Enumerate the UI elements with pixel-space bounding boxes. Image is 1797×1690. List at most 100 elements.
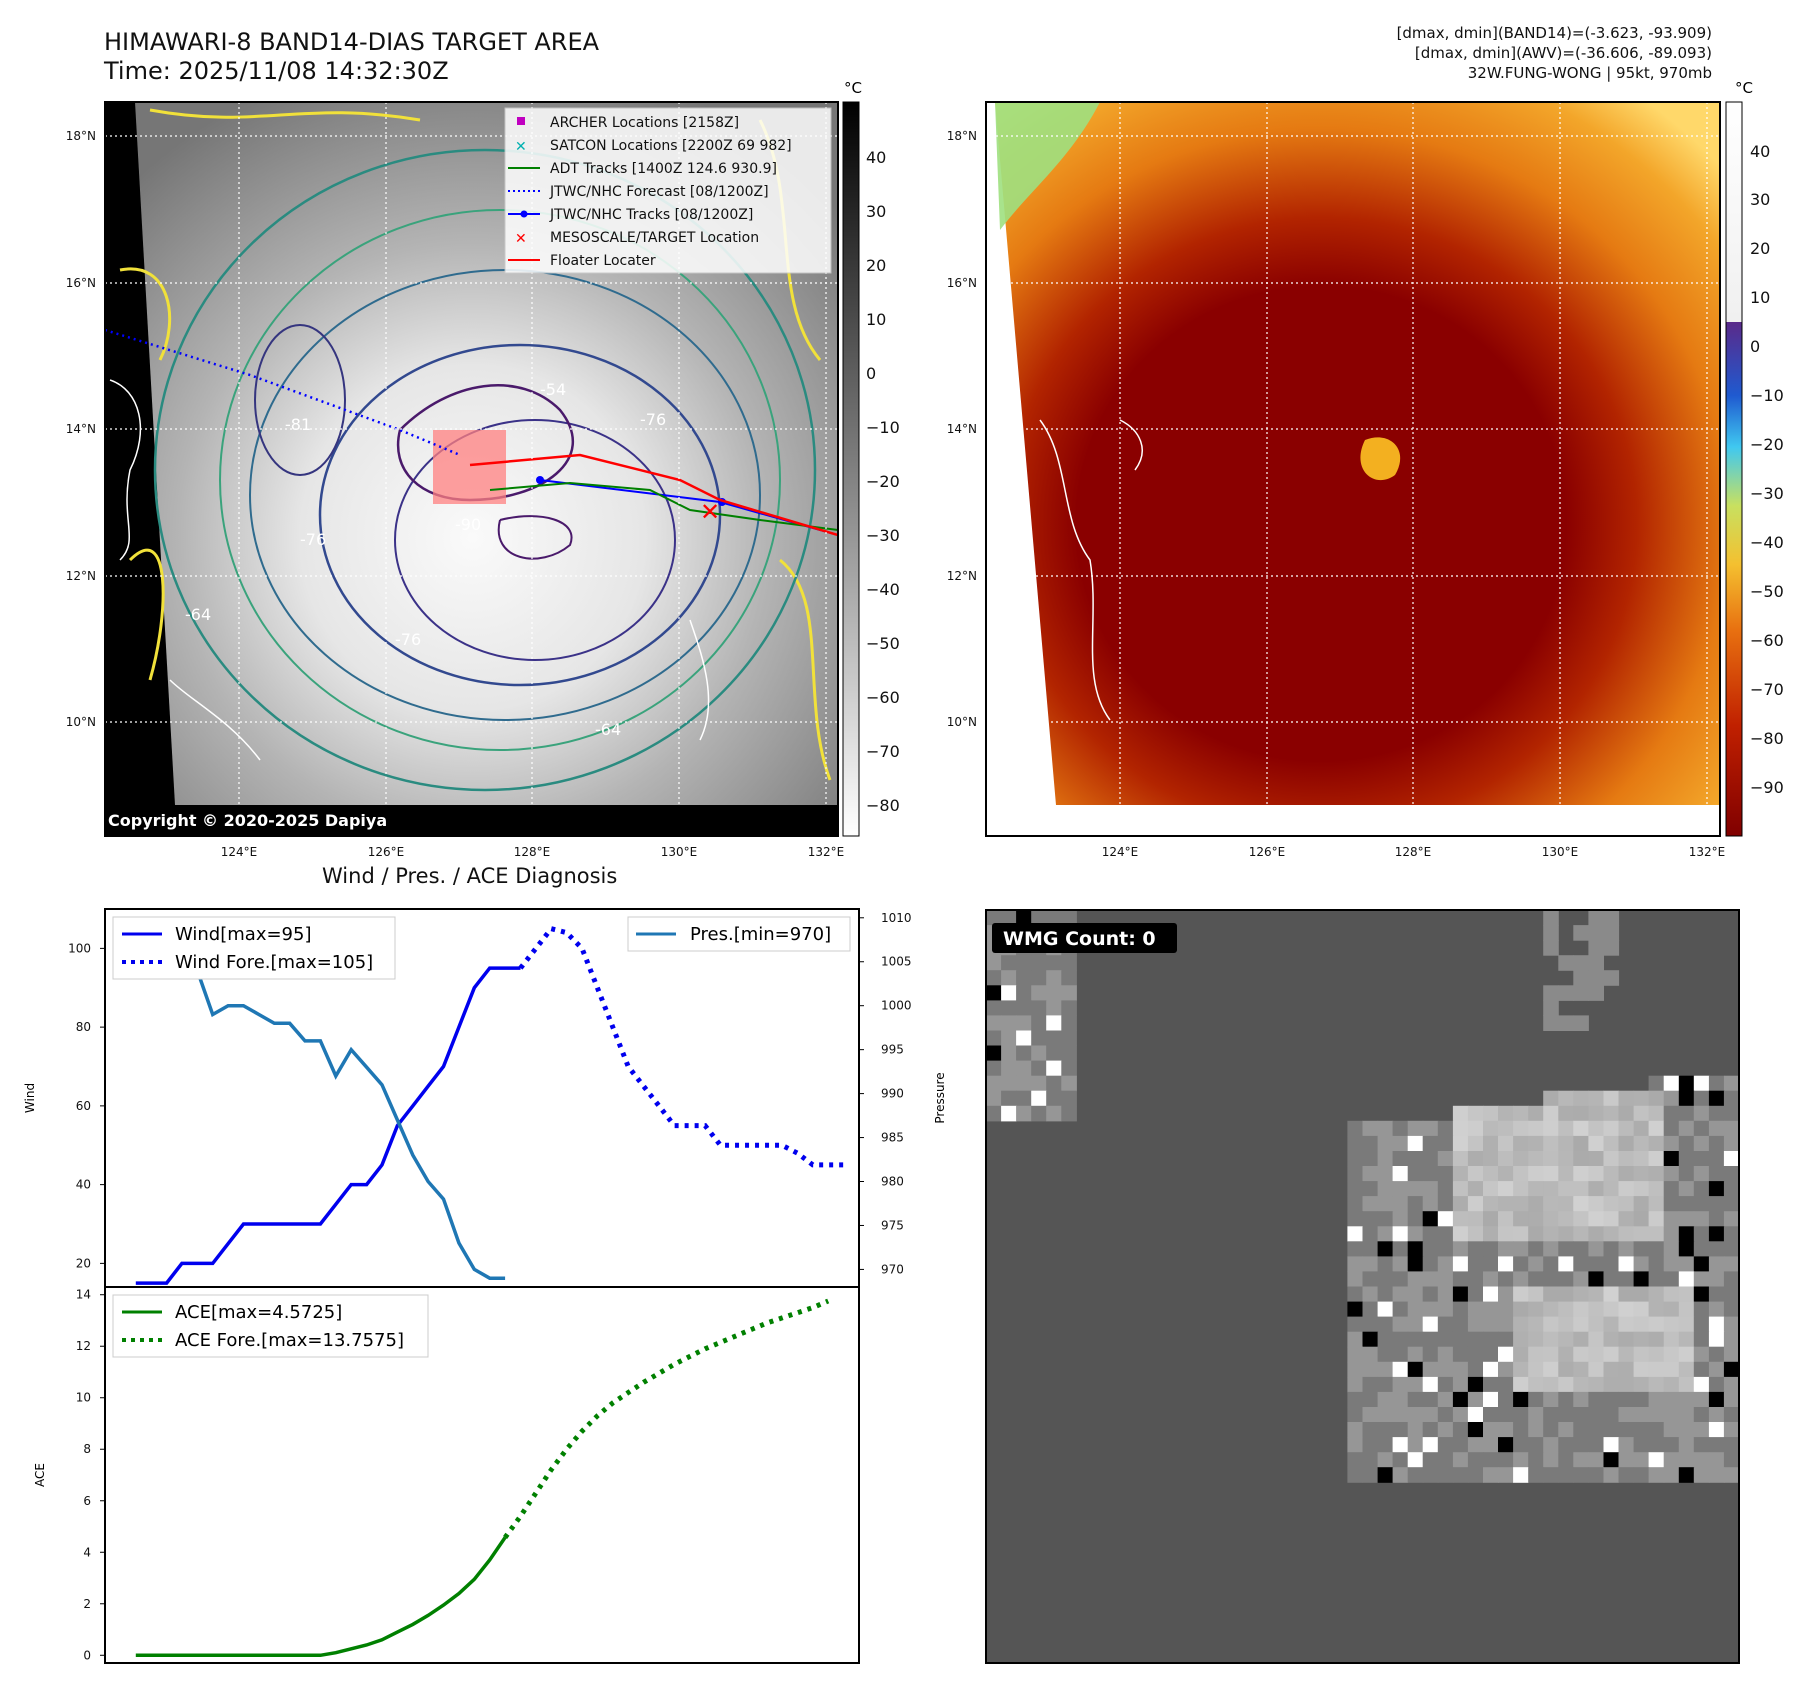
wmg-cell <box>1558 1346 1574 1363</box>
wmg-cell <box>1558 1316 1574 1333</box>
wmg-cell <box>1693 1467 1710 1483</box>
wmg-cell <box>1708 1211 1725 1227</box>
wmg-cell <box>1467 1120 1484 1137</box>
wmg-cell <box>1588 1241 1604 1257</box>
wmg-cell <box>1467 1376 1484 1393</box>
contour-label: -81 <box>285 415 311 434</box>
wmg-cell <box>1452 1391 1469 1408</box>
pressure-legend <box>627 916 851 952</box>
wmg-cell <box>1392 1286 1409 1303</box>
wmg-cell <box>1422 1286 1439 1303</box>
wmg-cell <box>1693 1151 1710 1167</box>
lat-tick: 18°N <box>947 129 977 143</box>
wmg-cell <box>1467 1226 1484 1242</box>
color-colorbar-tick: −50 <box>1750 582 1784 601</box>
wmg-cell <box>1693 1256 1710 1272</box>
wmg-cell <box>1362 1422 1379 1438</box>
wmg-cell <box>1392 1241 1409 1257</box>
lon-tick: 130°E <box>1542 845 1579 859</box>
wmg-cell <box>1558 1407 1574 1423</box>
wmg-cell <box>1588 1135 1604 1152</box>
wmg-cell <box>1046 1075 1062 1092</box>
wmg-cell <box>1392 1166 1409 1182</box>
wmg-cell <box>1663 1301 1680 1318</box>
pressure-tick-label: 975 <box>881 1218 904 1232</box>
wmg-cell <box>1558 1452 1574 1468</box>
wmg-cell <box>1061 1090 1077 1107</box>
lat-tick: 10°N <box>66 715 96 729</box>
wmg-cell <box>1618 1376 1635 1393</box>
wmg-cell <box>1588 955 1604 971</box>
wmg-cell <box>1678 1316 1695 1333</box>
gray-colorbar-tick: −20 <box>866 472 900 491</box>
wmg-cell <box>1693 1181 1710 1197</box>
legend-wind-forecast: Wind Fore.[max=105] <box>175 952 373 973</box>
wmg-cell <box>1377 1407 1394 1423</box>
wmg-cell <box>1528 1361 1544 1378</box>
gray-colorbar-tick: −50 <box>866 634 900 653</box>
wmg-cell <box>1392 1271 1409 1287</box>
lat-tick: 12°N <box>947 569 977 583</box>
wmg-cell <box>1528 1391 1544 1408</box>
wmg-cell <box>1708 1361 1725 1378</box>
wmg-cell <box>1031 970 1047 986</box>
wmg-cell <box>1362 1361 1379 1378</box>
wmg-cell <box>1392 1316 1409 1333</box>
wmg-cell <box>1347 1301 1363 1318</box>
wmg-cell <box>1573 1467 1589 1483</box>
gray-colorbar-tick: −60 <box>866 688 900 707</box>
wmg-cell <box>1573 1120 1589 1137</box>
wmg-cell <box>1678 1105 1695 1122</box>
wmg-cell <box>1001 970 1017 986</box>
wmg-cell <box>1377 1422 1394 1438</box>
wmg-cell <box>1046 1045 1062 1062</box>
wmg-cell <box>1588 1331 1604 1348</box>
wmg-cell <box>1543 925 1559 941</box>
wmg-cell <box>1603 1135 1620 1152</box>
wmg-cell <box>1558 955 1574 971</box>
wmg-cell <box>1678 1120 1695 1137</box>
wmg-cell <box>1016 1105 1032 1122</box>
wmg-cell <box>1392 1407 1409 1423</box>
wmg-cell <box>1422 1422 1439 1438</box>
wmg-cell <box>1437 1467 1454 1483</box>
wmg-cell <box>1422 1120 1439 1137</box>
wmg-cell <box>1513 1241 1529 1257</box>
wmg-cell <box>1708 1151 1725 1167</box>
wmg-cell <box>1558 1226 1574 1242</box>
gray-colorbar-tick: 10 <box>866 310 886 329</box>
wmg-cell <box>1016 1000 1032 1016</box>
ace-tick-label: 8 <box>83 1442 91 1456</box>
pressure-tick-label: 1010 <box>881 911 912 925</box>
wmg-cell <box>1452 1120 1469 1137</box>
wmg-cell <box>1362 1407 1379 1423</box>
wmg-cell <box>1663 1226 1680 1242</box>
wmg-cell <box>1723 1135 1740 1152</box>
wmg-cell <box>1347 1271 1363 1287</box>
wmg-cell <box>1588 910 1604 926</box>
wmg-cell <box>1633 1181 1650 1197</box>
wmg-cell <box>1633 1452 1650 1468</box>
wmg-cell <box>1663 1166 1680 1182</box>
wmg-cell <box>1392 1437 1409 1453</box>
wmg-cell <box>1377 1376 1394 1393</box>
contour-label: -76 <box>300 530 326 549</box>
wmg-cell <box>1708 1407 1725 1423</box>
target-area-box <box>433 430 506 504</box>
wmg-cell <box>1483 1241 1499 1257</box>
wmg-cell <box>1678 1437 1695 1453</box>
color-colorbar-tick: −80 <box>1750 729 1784 748</box>
wmg-cell <box>1513 1391 1529 1408</box>
wmg-cell <box>1558 1391 1574 1408</box>
wmg-cell <box>1362 1391 1379 1408</box>
wmg-cell <box>1001 955 1017 971</box>
wmg-cell <box>1678 1331 1695 1348</box>
wmg-cell <box>1618 1316 1635 1333</box>
wmg-cell <box>1633 1256 1650 1272</box>
wmg-cell <box>1513 1151 1529 1167</box>
wmg-cell <box>1588 1151 1604 1167</box>
wmg-cell <box>1648 1467 1665 1483</box>
wmg-cell <box>1452 1105 1469 1122</box>
wmg-cell <box>1573 1166 1589 1182</box>
wmg-cell <box>1573 1090 1589 1107</box>
